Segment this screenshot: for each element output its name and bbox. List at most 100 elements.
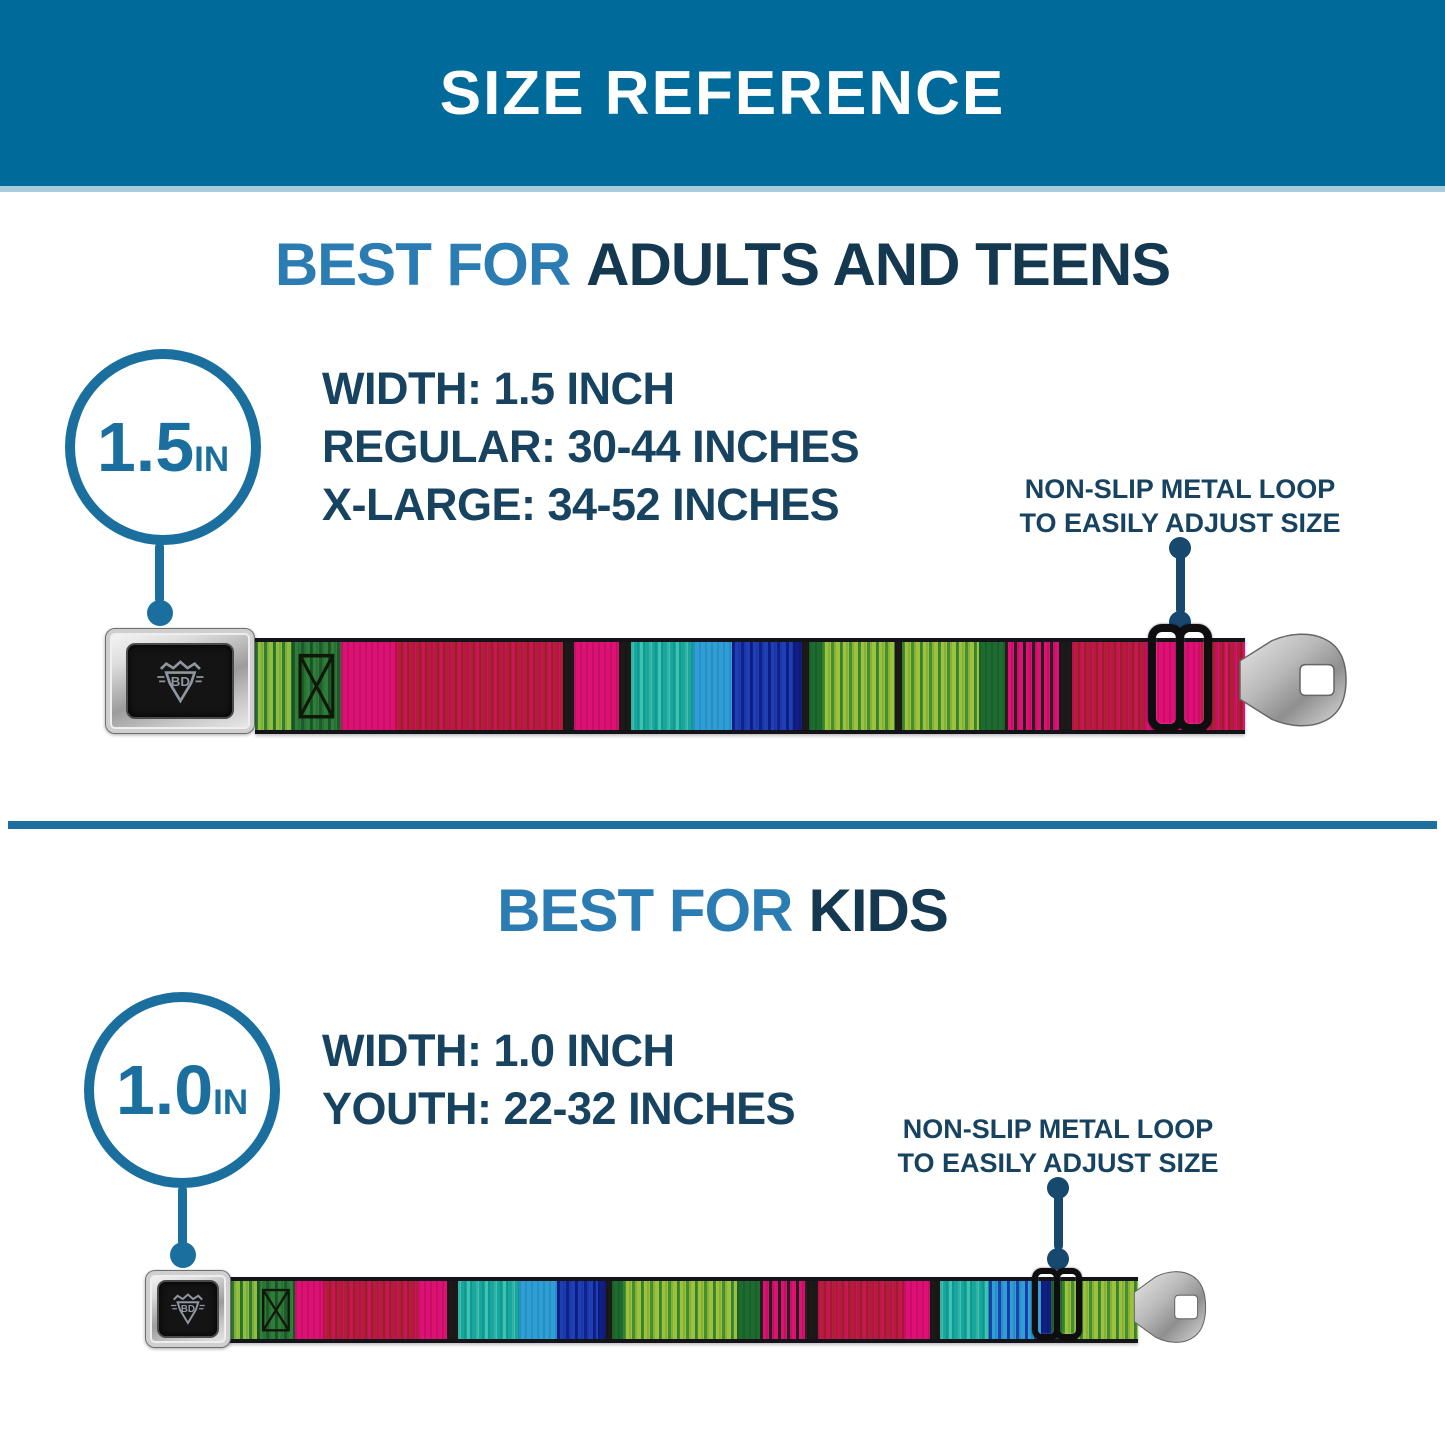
belt-stripe-segment xyxy=(903,1281,931,1339)
callout-pointer-dot xyxy=(1047,1248,1069,1270)
belt-stripe-segment xyxy=(818,1281,905,1339)
belt-stripe-segment xyxy=(759,1281,808,1339)
brand-shield-icon: BD xyxy=(171,1293,205,1326)
metal-adjust-loop xyxy=(1032,1268,1082,1340)
x-stitch-icon xyxy=(262,1288,290,1332)
belt-tongue xyxy=(1239,633,1347,727)
belt-stripe-segment xyxy=(623,1281,737,1339)
heading-prefix: BEST FOR xyxy=(497,877,793,944)
spec-line: X-LARGE: 34-52 INCHES xyxy=(322,479,840,530)
belt-stripe-segment xyxy=(895,642,902,730)
belt-kids: BD xyxy=(140,1264,1220,1350)
seatbelt-buckle: BD xyxy=(105,628,255,734)
belt-stripe-segment xyxy=(255,642,293,730)
belt-stripe-segment xyxy=(573,642,619,730)
belt-stripe-segment xyxy=(611,1281,624,1339)
belt-stripe-segment xyxy=(736,1281,760,1339)
specs-adults: WIDTH: 1.5 INCH REGULAR: 30-44 INCHES X-… xyxy=(322,360,860,534)
buckle-face: BD xyxy=(158,1282,218,1336)
belt-stripe-segment xyxy=(606,1281,612,1339)
belt-stripe-segment xyxy=(598,1281,607,1339)
width-badge-1-0in: 1.0 IN xyxy=(84,992,280,1188)
page-title: SIZE REFERENCE xyxy=(439,58,1006,128)
specs-kids: WIDTH: 1.0 INCH YOUTH: 22-32 INCHES xyxy=(322,1022,796,1138)
belt-stripe-segment xyxy=(341,642,396,730)
belt-webbing xyxy=(255,638,1245,734)
belt-stripe-segment xyxy=(257,1281,295,1339)
tongue-shape xyxy=(1239,633,1347,727)
belt-stripe-segment xyxy=(323,1281,419,1339)
loop-ring xyxy=(1176,624,1212,732)
callout-pointer-dot xyxy=(1047,1177,1069,1199)
belt-stripe-segment xyxy=(901,642,979,730)
spec-line: REGULAR: 30-44 INCHES xyxy=(322,421,860,472)
callout-pointer-line xyxy=(1054,1190,1063,1250)
crown-glyph xyxy=(159,659,201,670)
loop-ring xyxy=(1054,1268,1082,1340)
brand-shield-icon: BD xyxy=(156,659,204,704)
badge-pointer-line xyxy=(178,1186,187,1246)
callout-line: NON-SLIP METAL LOOP xyxy=(1024,474,1336,504)
width-badge-1-5in: 1.5 IN xyxy=(65,349,261,545)
belt-stripe-segment xyxy=(446,1281,459,1339)
belt-stripe-segment xyxy=(793,642,803,730)
spec-line: WIDTH: 1.0 INCH xyxy=(322,1025,675,1076)
heading-prefix: BEST FOR xyxy=(274,231,571,298)
belt-webbing xyxy=(222,1277,1138,1343)
belt-stripe-segment xyxy=(939,1281,990,1339)
heading-main: KIDS xyxy=(808,877,948,944)
belt-stripe-segment xyxy=(1004,642,1060,730)
belt-stripe-segment xyxy=(822,642,896,730)
metal-adjust-loop xyxy=(1148,624,1212,732)
metal-loop-callout: NON-SLIP METAL LOOP TO EASILY ADJUST SIZ… xyxy=(883,1112,1233,1180)
callout-pointer-dot xyxy=(1169,537,1191,559)
belt-stripe-segment xyxy=(1072,642,1145,730)
belt-stripe-segment xyxy=(563,642,575,730)
belt-stripe-segment xyxy=(731,642,794,730)
crown-glyph xyxy=(173,1293,203,1301)
belt-stripe-segment xyxy=(295,1281,324,1339)
badge-value: 1.5 xyxy=(96,408,195,486)
belt-adults: BD xyxy=(100,624,1350,736)
tongue-shape xyxy=(1133,1271,1207,1343)
section-heading-kids: BEST FOR KIDS xyxy=(0,876,1445,945)
belt-stripe-segment xyxy=(807,1281,819,1339)
belt-stripe-segment xyxy=(292,642,341,730)
belt-stripe-segment xyxy=(809,642,823,730)
section-heading-adults: BEST FOR ADULTS AND TEENS xyxy=(0,230,1445,299)
wing-lines xyxy=(156,675,204,682)
belt-stripe-segment xyxy=(518,1281,557,1339)
belt-stripe-segment xyxy=(978,642,1005,730)
heading-main: ADULTS AND TEENS xyxy=(586,231,1171,298)
buckle-face: BD xyxy=(128,644,232,718)
belt-stripe-segment xyxy=(418,1281,448,1339)
seatbelt-buckle: BD xyxy=(145,1270,231,1348)
badge-unit: IN xyxy=(194,440,230,479)
wing-lines xyxy=(171,1305,205,1310)
x-stitch-icon xyxy=(298,653,335,719)
spec-line: WIDTH: 1.5 INCH xyxy=(322,363,675,414)
belt-stripe-segment xyxy=(458,1281,519,1339)
callout-line: TO EASILY ADJUST SIZE xyxy=(1019,508,1341,538)
badge-unit: IN xyxy=(213,1083,249,1122)
shield-glyph xyxy=(163,670,197,704)
callout-line: NON-SLIP METAL LOOP xyxy=(902,1114,1214,1144)
badge-pointer-dot xyxy=(170,1242,196,1268)
banner: SIZE REFERENCE xyxy=(0,0,1445,192)
belt-stripe-segment xyxy=(692,642,733,730)
belt-stripe-segment xyxy=(1041,1281,1052,1339)
belt-stripe-segment xyxy=(395,642,564,730)
belt-stripe-segment xyxy=(556,1281,599,1339)
shield-glyph xyxy=(176,1301,200,1326)
belt-stripe-segment xyxy=(801,642,810,730)
belt-tongue xyxy=(1133,1271,1207,1343)
buckle-logo-text: BD xyxy=(181,1304,195,1315)
spec-line: YOUTH: 22-32 INCHES xyxy=(322,1083,796,1134)
belt-stripe-segment xyxy=(618,642,631,730)
callout-line: TO EASILY ADJUST SIZE xyxy=(897,1148,1219,1178)
section-divider xyxy=(8,821,1437,829)
belt-stripe-segment xyxy=(1062,1281,1138,1339)
belt-stripe-segment xyxy=(1058,642,1073,730)
badge-pointer-dot xyxy=(147,600,173,626)
